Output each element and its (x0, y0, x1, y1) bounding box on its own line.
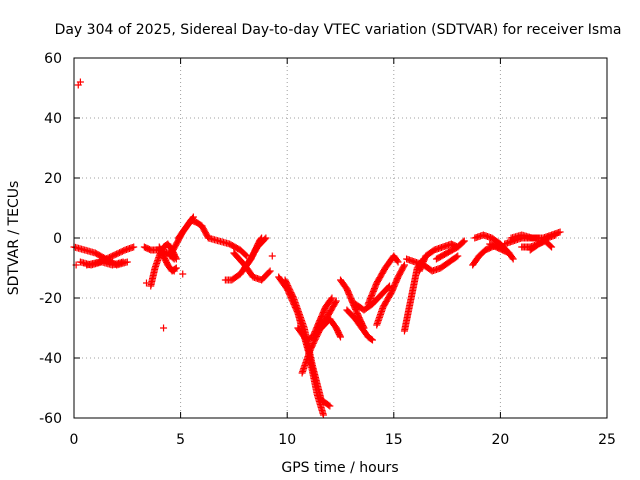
y-axis-label: SDTVAR / TECUs (6, 181, 22, 296)
data-point (327, 295, 335, 303)
data-point (257, 235, 265, 243)
data-point (130, 243, 138, 251)
x-tick-label: 0 (70, 432, 79, 448)
data-point (266, 267, 274, 275)
data-point (393, 257, 401, 265)
series-trace-6 (155, 243, 180, 275)
data-point (142, 279, 150, 287)
data-point (331, 298, 339, 306)
data-point (179, 270, 187, 278)
x-tick-label: 5 (176, 432, 185, 448)
data-point (258, 234, 266, 242)
series-trace-26 (432, 237, 468, 263)
series-trace-12 (241, 234, 266, 272)
series-trace-9 (198, 222, 251, 260)
data-point (319, 411, 327, 419)
series-trace-24 (403, 252, 462, 275)
chart-title: Day 304 of 2025, Sidereal Day-to-day VTE… (55, 22, 622, 38)
y-tick-label: -60 (39, 411, 62, 427)
x-tick-label: 25 (598, 432, 616, 448)
data-point (326, 402, 334, 410)
data-point (242, 251, 250, 259)
series-trace-29 (486, 240, 517, 263)
x-axis-label: GPS time / hours (281, 460, 398, 476)
data-point (336, 332, 344, 340)
series-trace-18 (337, 276, 368, 332)
series-trace-21 (364, 252, 402, 308)
y-tick-label: 60 (44, 51, 62, 67)
data-point (454, 252, 462, 260)
x-tick-label: 20 (491, 432, 509, 448)
series-trace-22 (373, 261, 408, 329)
data-point (332, 297, 340, 305)
data-point (453, 253, 461, 261)
data-point (268, 252, 276, 260)
series-trace-19 (343, 306, 376, 344)
series-trace-33 (526, 231, 560, 254)
series-trace-20 (351, 282, 394, 314)
data-point (170, 267, 178, 275)
data-point (556, 228, 564, 236)
series-trace-23 (400, 255, 428, 335)
data-points (70, 78, 564, 419)
data-point (170, 255, 178, 263)
y-tick-label: 0 (53, 231, 62, 247)
x-tick-label: 10 (278, 432, 296, 448)
data-point (119, 258, 127, 266)
data-point (509, 255, 517, 263)
data-point (400, 262, 408, 270)
series-trace-3 (76, 258, 127, 269)
grid (74, 58, 607, 418)
data-point (547, 242, 555, 250)
data-point (325, 401, 333, 409)
data-point (367, 335, 375, 343)
plot-frame (73, 57, 608, 419)
data-point (508, 254, 516, 262)
data-point (548, 243, 556, 251)
y-tick-label: -40 (39, 351, 62, 367)
y-tick-label: -20 (39, 291, 62, 307)
series-trace-17 (317, 315, 344, 341)
axis-ticks: 0 5 10 15 20 25 -60 -40 -20 0 20 40 60 (39, 51, 616, 448)
y-tick-label: 40 (44, 111, 62, 127)
data-point (552, 231, 560, 239)
y-tick-label: 20 (44, 171, 62, 187)
data-point (265, 268, 273, 276)
data-point (459, 238, 467, 246)
data-point (400, 261, 408, 269)
data-point (328, 294, 336, 302)
data-point (76, 78, 84, 86)
data-point (394, 258, 402, 266)
data-point (368, 336, 376, 344)
series-outliers (72, 78, 276, 332)
data-point (337, 333, 344, 341)
x-tick-label: 15 (385, 432, 403, 448)
data-point (160, 324, 168, 332)
data-point (460, 237, 468, 245)
